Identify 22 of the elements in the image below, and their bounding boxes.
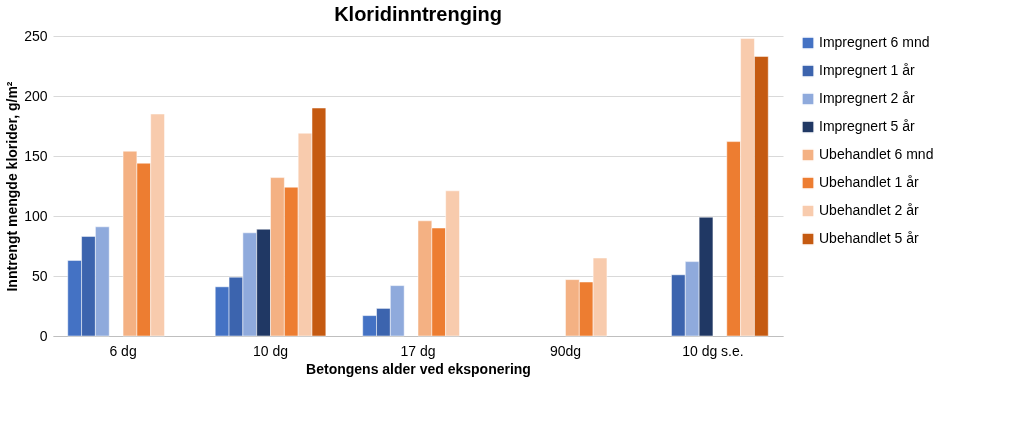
y-tick-label: 50 <box>31 267 48 284</box>
legend-label: Impregnert 5 år <box>819 118 916 134</box>
x-tick-label: 10 dg <box>253 342 289 359</box>
x-tick-label: 17 dg <box>400 342 436 359</box>
x-tick-label: 10 dg s.e. <box>682 342 744 359</box>
legend-label: Ubehandlet 6 mnd <box>819 146 934 162</box>
legend-label: Impregnert 2 år <box>819 90 916 106</box>
y-tick-label: 100 <box>24 207 48 224</box>
chart-title: Kloridinntrenging <box>334 3 502 25</box>
legend-label: Ubehandlet 2 år <box>819 202 919 218</box>
y-tick-label: 250 <box>24 27 48 44</box>
y-tick-label: 150 <box>24 147 48 164</box>
legend-label: Impregnert 1 år <box>819 62 916 78</box>
x-tick-label: 6 dg <box>109 342 137 359</box>
y-tick-label: 0 <box>39 327 48 344</box>
x-tick-label: 90dg <box>549 342 582 359</box>
y-axis-title: Inntrengt mengde klorider, g/m² <box>4 81 21 292</box>
legend-label: Impregnert 6 mnd <box>819 34 930 50</box>
x-axis-title: Betongens alder ved eksponering <box>306 360 531 377</box>
legend-label: Ubehandlet 5 år <box>819 230 919 246</box>
y-tick-label: 200 <box>24 87 48 104</box>
legend-label: Ubehandlet 1 år <box>819 174 919 190</box>
